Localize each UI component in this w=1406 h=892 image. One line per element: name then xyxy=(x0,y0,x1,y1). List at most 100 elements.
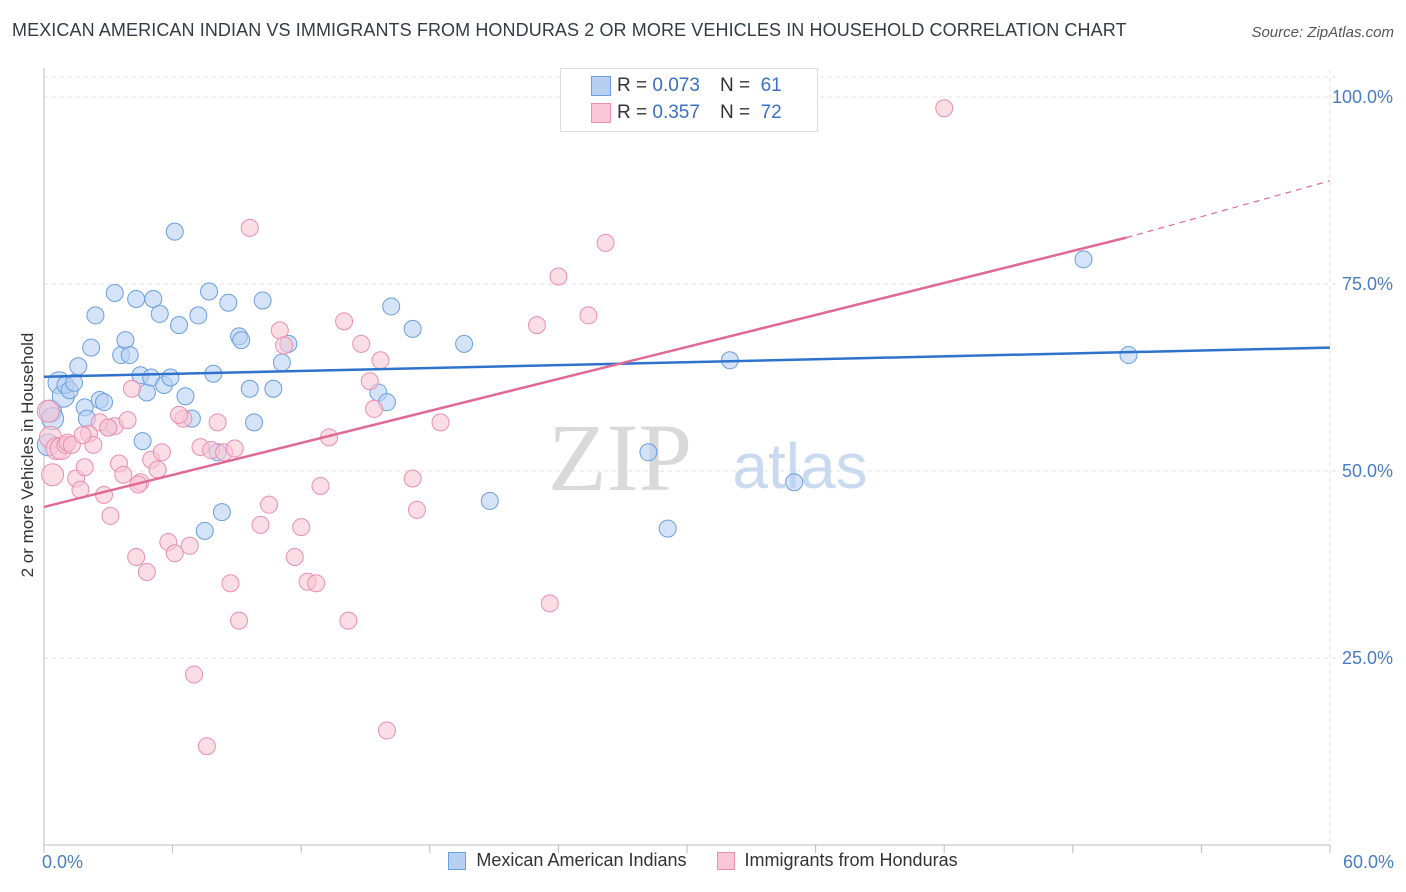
source-label: Source: ZipAtlas.com xyxy=(1251,24,1394,41)
r-value-2: 0.357 xyxy=(652,102,700,123)
point-mexican-american-indians xyxy=(69,357,88,376)
legend-item-immigrants-from-honduras[interactable]: Immigrants from Honduras xyxy=(716,850,958,871)
point-immigrants-from-honduras xyxy=(251,515,270,534)
point-immigrants-from-honduras xyxy=(307,574,326,593)
point-immigrants-from-honduras xyxy=(285,548,304,567)
r-label-1: R = xyxy=(617,75,648,96)
trend-line-immigrants-from-honduras xyxy=(43,236,1127,509)
point-immigrants-from-honduras xyxy=(101,506,120,525)
point-mexican-american-indians xyxy=(95,393,114,412)
point-immigrants-from-honduras xyxy=(352,334,371,353)
stats-box: R = 0.073 N = 61 R = 0.357 N = 72 xyxy=(560,68,818,132)
point-immigrants-from-honduras xyxy=(431,413,450,432)
point-immigrants-from-honduras xyxy=(114,465,133,484)
stats-row-2: R = 0.357 N = 72 xyxy=(591,100,782,126)
point-mexican-american-indians xyxy=(272,353,291,372)
legend-label-2: Immigrants from Honduras xyxy=(744,850,958,870)
point-immigrants-from-honduras xyxy=(208,413,227,432)
point-immigrants-from-honduras xyxy=(596,233,615,252)
n-label-1: N = xyxy=(719,75,751,96)
point-mexican-american-indians xyxy=(1074,250,1093,269)
point-immigrants-from-honduras xyxy=(73,426,92,445)
stats-swatch-blue xyxy=(591,76,611,96)
point-mexican-american-indians xyxy=(120,346,139,365)
point-mexican-american-indians xyxy=(82,338,101,357)
point-immigrants-from-honduras xyxy=(152,443,171,462)
r-value-1: 0.073 xyxy=(652,75,700,96)
point-immigrants-from-honduras xyxy=(339,611,358,630)
point-mexican-american-indians xyxy=(116,331,135,350)
point-mexican-american-indians xyxy=(133,432,152,451)
y-tick-label: 75.0% xyxy=(1342,274,1393,294)
point-immigrants-from-honduras xyxy=(36,399,60,423)
point-mexican-american-indians xyxy=(253,291,272,310)
n-value-1: 61 xyxy=(760,75,782,96)
grid-lines xyxy=(44,70,1336,845)
point-immigrants-from-honduras xyxy=(148,460,167,479)
point-mexican-american-indians xyxy=(240,379,259,398)
point-immigrants-from-honduras xyxy=(407,500,426,519)
data-points xyxy=(36,88,1138,756)
point-mexican-american-indians xyxy=(189,306,208,325)
legend-item-mexican-american-indians[interactable]: Mexican American Indians xyxy=(448,850,687,871)
point-mexican-american-indians xyxy=(65,373,84,392)
point-immigrants-from-honduras xyxy=(360,372,379,391)
point-immigrants-from-honduras xyxy=(221,574,240,593)
watermark-atlas: atlas xyxy=(732,430,867,502)
point-mexican-american-indians xyxy=(403,319,422,338)
point-immigrants-from-honduras xyxy=(403,469,422,488)
point-mexican-american-indians xyxy=(161,368,180,387)
point-immigrants-from-honduras xyxy=(935,99,954,118)
stats-swatch-pink xyxy=(591,103,611,123)
point-immigrants-from-honduras xyxy=(225,439,244,458)
point-immigrants-from-honduras xyxy=(335,312,354,331)
point-mexican-american-indians xyxy=(137,383,156,402)
point-mexican-american-indians xyxy=(264,379,283,398)
n-value-2: 72 xyxy=(760,102,782,123)
trend-line-honduras-extension xyxy=(1126,180,1331,239)
point-immigrants-from-honduras xyxy=(260,495,279,514)
point-mexican-american-indians xyxy=(195,521,214,540)
stats-row-1: R = 0.073 N = 61 xyxy=(591,73,782,99)
point-mexican-american-indians xyxy=(200,282,219,301)
axes xyxy=(43,68,1331,853)
point-immigrants-from-honduras xyxy=(95,485,114,504)
y-tick-label: 25.0% xyxy=(1342,648,1393,668)
trend-line-mexican-american-indians xyxy=(43,346,1331,379)
y-tick-label: 100.0% xyxy=(1332,87,1393,107)
legend-swatch-pink xyxy=(716,851,735,870)
point-mexican-american-indians xyxy=(212,503,231,522)
point-immigrants-from-honduras xyxy=(365,399,384,418)
point-immigrants-from-honduras xyxy=(540,594,559,613)
point-mexican-american-indians xyxy=(176,387,195,406)
point-mexican-american-indians xyxy=(455,334,474,353)
n-label-2: N = xyxy=(719,102,751,123)
point-mexican-american-indians xyxy=(480,491,499,510)
point-mexican-american-indians xyxy=(105,283,124,302)
point-immigrants-from-honduras xyxy=(230,611,249,630)
point-mexican-american-indians xyxy=(144,289,163,308)
y-tick-labels: 25.0% 50.0% 75.0% 100.0% xyxy=(1332,87,1393,668)
watermark: ZIP atlas xyxy=(548,404,868,511)
point-mexican-american-indians xyxy=(1119,346,1138,365)
point-immigrants-from-honduras xyxy=(371,351,390,370)
trend-lines xyxy=(43,180,1331,509)
point-mexican-american-indians xyxy=(232,331,251,350)
point-mexican-american-indians xyxy=(245,413,264,432)
point-mexican-american-indians xyxy=(219,293,238,312)
legend: Mexican American Indians Immigrants from… xyxy=(0,850,1406,871)
x-tick-min: 0.0% xyxy=(42,852,84,872)
point-immigrants-from-honduras xyxy=(137,562,156,581)
y-tick-label: 50.0% xyxy=(1342,461,1393,481)
point-mexican-american-indians xyxy=(170,316,189,335)
point-immigrants-from-honduras xyxy=(41,463,65,487)
point-immigrants-from-honduras xyxy=(165,544,184,563)
point-immigrants-from-honduras xyxy=(75,458,94,477)
point-immigrants-from-honduras xyxy=(275,336,294,355)
point-immigrants-from-honduras xyxy=(527,316,546,335)
r-label-2: R = xyxy=(617,102,648,123)
point-mexican-american-indians xyxy=(785,473,804,492)
point-mexican-american-indians xyxy=(150,304,169,323)
point-immigrants-from-honduras xyxy=(180,536,199,555)
point-mexican-american-indians xyxy=(658,519,677,538)
